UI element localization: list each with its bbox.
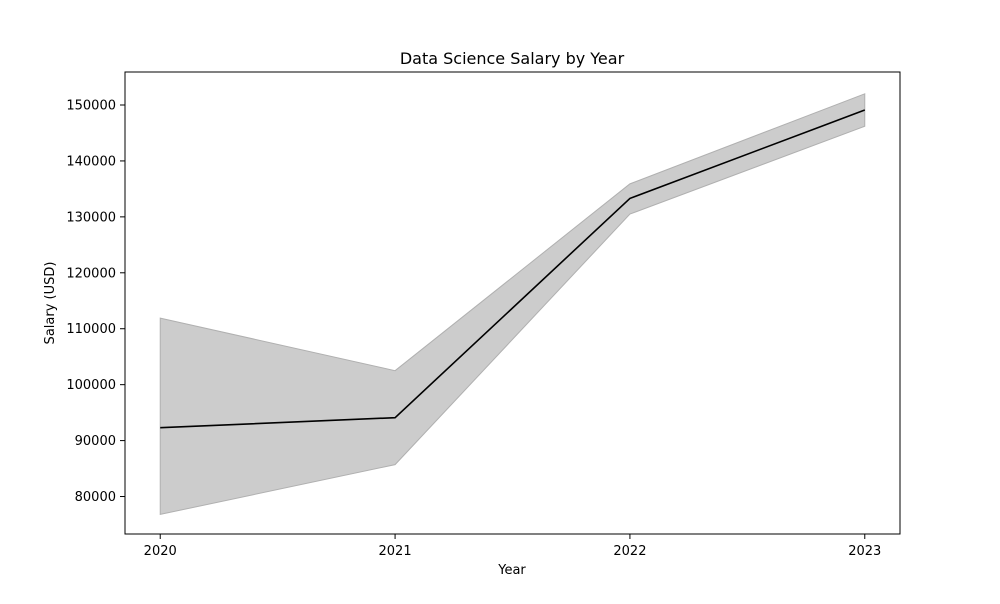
x-tick-label: 2020: [144, 544, 177, 559]
y-tick-label: 110000: [66, 322, 116, 337]
chart-title: Data Science Salary by Year: [400, 49, 625, 68]
plot-area: [159, 93, 866, 516]
x-tick-label: 2022: [613, 544, 646, 559]
y-tick-label: 130000: [66, 210, 116, 225]
y-tick-label: 150000: [66, 99, 116, 114]
y-tick-label: 100000: [66, 378, 116, 393]
y-tick-label: 80000: [75, 490, 116, 505]
y-axis-label: Salary (USD): [43, 262, 58, 345]
y-tick-label: 90000: [75, 434, 116, 449]
y-axis: 80000 90000 100000 110000 120000 130000 140000…: [66, 99, 125, 505]
x-axis-label: Year: [497, 563, 526, 578]
confidence-band-0: [159, 93, 866, 516]
x-axis: 2020 2021 2022 2023: [144, 534, 881, 559]
y-tick-label: 140000: [66, 154, 116, 169]
series-line-0: [160, 109, 866, 429]
plot-frame: [124, 71, 901, 535]
y-tick-label: 120000: [66, 266, 116, 281]
x-tick-label: 2021: [379, 544, 412, 559]
x-tick-label: 2023: [848, 544, 881, 559]
